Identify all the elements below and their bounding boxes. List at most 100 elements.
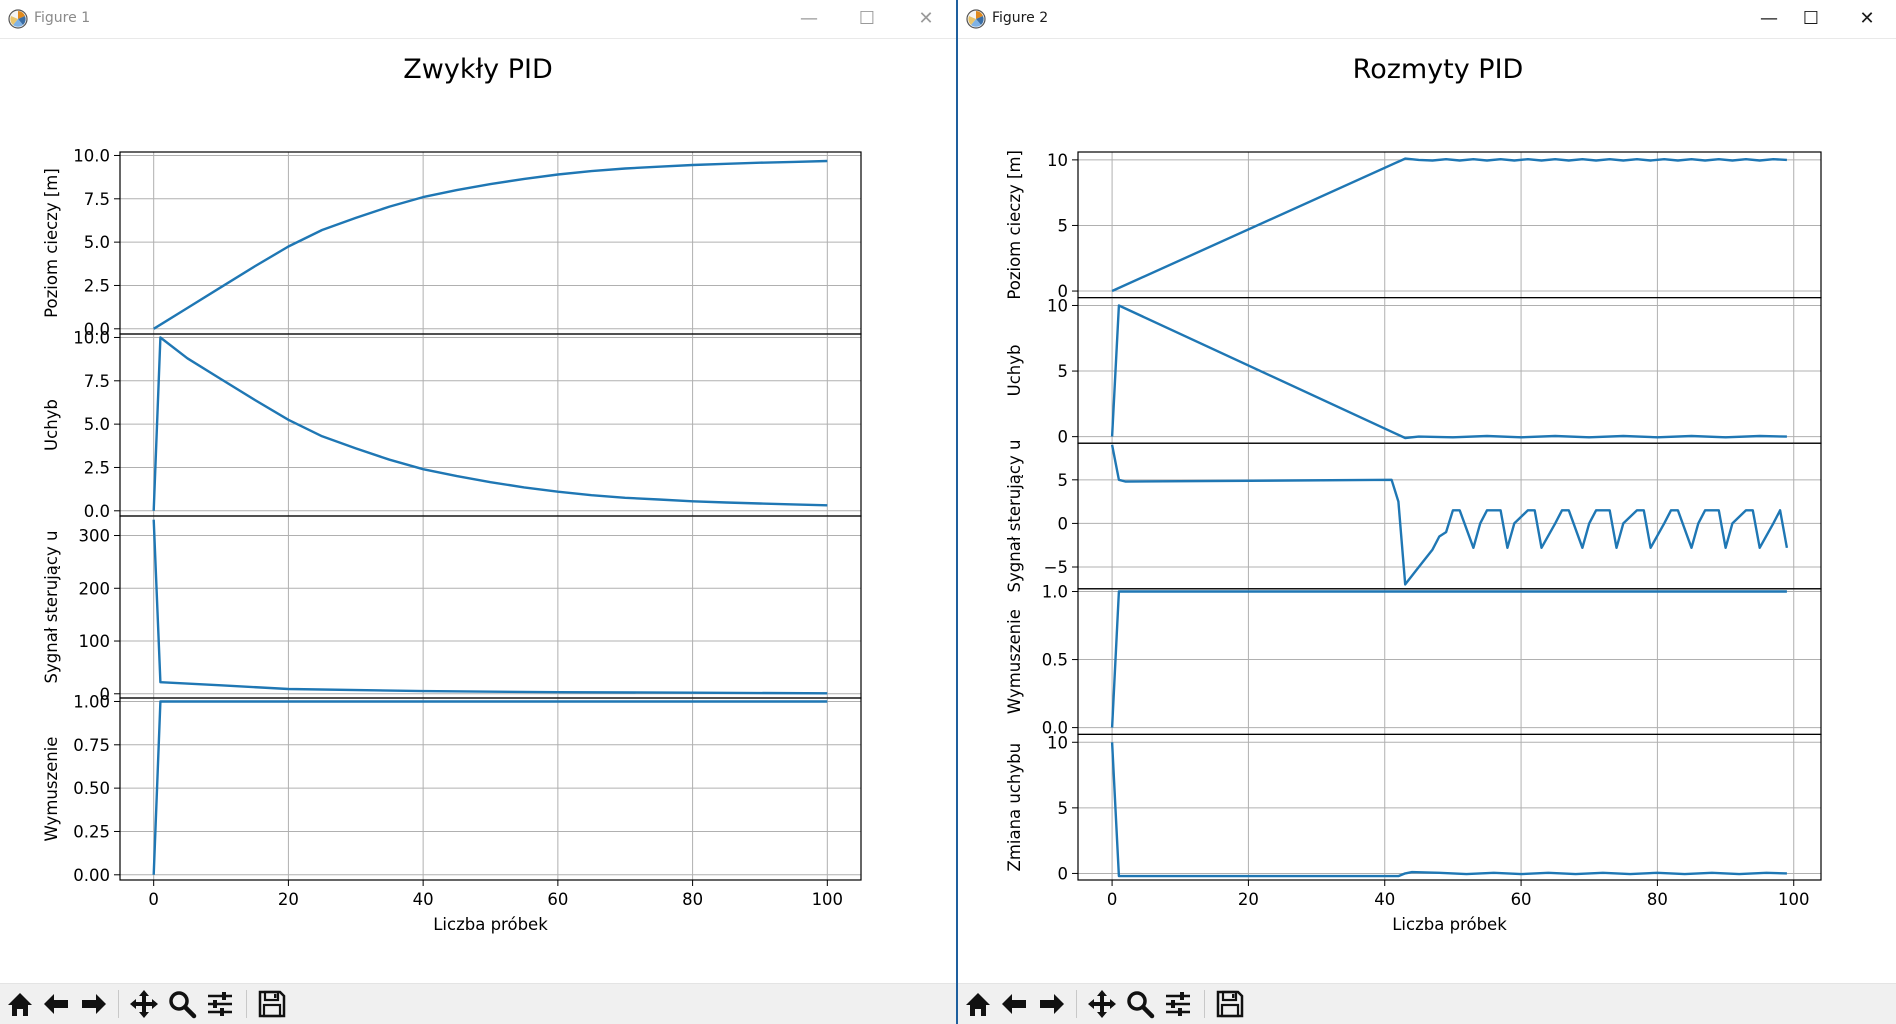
zoom-button[interactable] bbox=[1124, 988, 1156, 1020]
subplot-1: 0 5 10 Poziom cieczy [m] bbox=[1005, 150, 1822, 301]
series-line bbox=[152, 519, 828, 695]
y-tick-label: 0 bbox=[1058, 864, 1069, 883]
toolbar-separator bbox=[1204, 990, 1205, 1018]
axes-frame bbox=[119, 333, 862, 517]
pan-icon bbox=[1088, 990, 1116, 1018]
home-button[interactable] bbox=[962, 988, 994, 1020]
pan-button[interactable] bbox=[128, 988, 160, 1020]
y-axis-label: Wymuszenie bbox=[42, 737, 61, 842]
minimize-button[interactable]: — bbox=[1760, 8, 1778, 29]
pan-button[interactable] bbox=[1086, 988, 1118, 1020]
maximize-button[interactable]: ☐ bbox=[1802, 8, 1820, 29]
navigation-toolbar bbox=[0, 983, 956, 1024]
series-line bbox=[152, 336, 828, 511]
y-tick-label: 2.5 bbox=[84, 276, 110, 295]
toolbar-separator bbox=[246, 990, 247, 1018]
title-bar: Figure 1 — ☐ ✕ bbox=[0, 0, 956, 39]
save-icon bbox=[1216, 990, 1244, 1018]
y-tick-label: 0.0 bbox=[84, 320, 110, 339]
y-axis-label: Sygnał sterujący u bbox=[1005, 440, 1024, 593]
y-tick-label: 10 bbox=[1047, 296, 1068, 315]
y-tick-label: 5 bbox=[1058, 471, 1069, 490]
y-tick-label: 0.50 bbox=[73, 779, 110, 798]
subplot-4: 0.00 0.25 0.50 0.75 1.00 Wymuszenie bbox=[42, 692, 862, 885]
y-tick-label: 0.0 bbox=[1042, 719, 1068, 738]
toolbar-separator bbox=[118, 990, 119, 1018]
navigation-toolbar bbox=[958, 983, 1896, 1024]
figure-2-canvas[interactable]: Rozmyty PID 0 5 10 Poziom cieczy [m] 0 5 10 Uchy… bbox=[958, 38, 1896, 983]
close-button[interactable]: ✕ bbox=[918, 8, 934, 29]
subplot-3: 0 100 200 300 Sygnał sterujący u bbox=[42, 515, 862, 704]
zoom-icon bbox=[1127, 991, 1155, 1019]
y-tick-label: 5 bbox=[1058, 362, 1069, 381]
series-line bbox=[1111, 157, 1787, 293]
figure-1-window: Figure 1 — ☐ ✕ Zwykły PID 0.0 2.5 5.0 7.5 10.… bbox=[0, 0, 956, 1024]
y-tick-label: 10.0 bbox=[73, 146, 110, 165]
save-button[interactable] bbox=[1214, 988, 1246, 1020]
axes-frame bbox=[1077, 151, 1822, 299]
x-tick-label: 20 bbox=[1238, 890, 1259, 909]
y-tick-label: 2.5 bbox=[84, 458, 110, 477]
configure-subplots-icon bbox=[1166, 992, 1190, 1016]
chart-title: Zwykły PID bbox=[403, 54, 552, 85]
window-title: Figure 1 bbox=[34, 10, 91, 26]
chart-title: Rozmyty PID bbox=[1353, 54, 1524, 85]
matplotlib-logo-icon bbox=[8, 9, 28, 29]
y-tick-label: 5 bbox=[1058, 799, 1069, 818]
save-icon bbox=[258, 990, 286, 1018]
axes-frame bbox=[119, 515, 862, 699]
back-arrow-button[interactable] bbox=[998, 988, 1030, 1020]
zoom-button[interactable] bbox=[166, 988, 198, 1020]
forward-arrow-button[interactable] bbox=[78, 988, 110, 1020]
y-axis-label: Uchyb bbox=[1005, 344, 1024, 396]
y-axis-label: Uchyb bbox=[42, 399, 61, 451]
x-tick-label: 20 bbox=[278, 890, 299, 909]
x-tick-label: 0 bbox=[1107, 890, 1118, 909]
forward-arrow-button[interactable] bbox=[1036, 988, 1068, 1020]
axes-frame bbox=[1077, 733, 1822, 881]
axes-frame bbox=[1077, 588, 1822, 735]
y-tick-label: −5 bbox=[1044, 558, 1068, 577]
x-tick-label: 80 bbox=[1647, 890, 1668, 909]
y-tick-label: 300 bbox=[79, 527, 111, 546]
series-line bbox=[1110, 304, 1787, 440]
y-tick-label: 0 bbox=[1058, 428, 1069, 447]
subplot-3: −5 0 5 Sygnał sterujący u bbox=[1005, 440, 1822, 593]
y-tick-label: 100 bbox=[79, 632, 111, 651]
back-arrow-icon bbox=[44, 994, 68, 1014]
minimize-button[interactable]: — bbox=[800, 8, 818, 29]
maximize-button[interactable]: ☐ bbox=[858, 8, 876, 29]
x-tick-label: 0 bbox=[148, 890, 159, 909]
forward-arrow-icon bbox=[1040, 994, 1064, 1014]
y-axis-label: Poziom cieczy [m] bbox=[1005, 150, 1024, 300]
save-button[interactable] bbox=[256, 988, 288, 1020]
back-arrow-button[interactable] bbox=[40, 988, 72, 1020]
y-tick-label: 5.0 bbox=[84, 233, 110, 252]
y-tick-label: 0 bbox=[1058, 282, 1069, 301]
matplotlib-logo-icon bbox=[966, 9, 986, 29]
figure-1-canvas[interactable]: Zwykły PID 0.0 2.5 5.0 7.5 10.0 Poziom cieczy … bbox=[0, 38, 956, 983]
subplot-1: 0.0 2.5 5.0 7.5 10.0 Poziom cieczy [m] bbox=[42, 146, 862, 339]
axes-frame bbox=[119, 697, 862, 881]
close-button[interactable]: ✕ bbox=[1859, 8, 1875, 29]
home-icon bbox=[8, 993, 32, 1016]
home-button[interactable] bbox=[4, 988, 36, 1020]
y-tick-label: 0 bbox=[100, 685, 111, 704]
subplot-4: 0.0 0.5 1.0 Wymuszenie bbox=[1005, 583, 1822, 738]
title-bar: Figure 2 — ☐ ✕ bbox=[958, 0, 1896, 39]
x-tick-label: 40 bbox=[1374, 890, 1395, 909]
toolbar-separator bbox=[1076, 990, 1077, 1018]
y-tick-label: 0.0 bbox=[84, 502, 110, 521]
y-tick-label: 0.5 bbox=[1042, 651, 1068, 670]
subplot-5: 0 5 10 Zmiana uchybu bbox=[1005, 733, 1822, 883]
configure-subplots-button[interactable] bbox=[1162, 988, 1194, 1020]
configure-subplots-button[interactable] bbox=[204, 988, 236, 1020]
y-axis-label: Sygnał sterujący u bbox=[42, 531, 61, 684]
pan-icon bbox=[130, 990, 158, 1018]
x-tick-label: 100 bbox=[812, 890, 844, 909]
x-tick-label: 60 bbox=[1511, 890, 1532, 909]
x-axis-label: Liczba próbek bbox=[1392, 915, 1507, 934]
configure-subplots-icon bbox=[208, 992, 232, 1016]
y-tick-label: 10 bbox=[1047, 151, 1068, 170]
series-line bbox=[1110, 742, 1787, 878]
